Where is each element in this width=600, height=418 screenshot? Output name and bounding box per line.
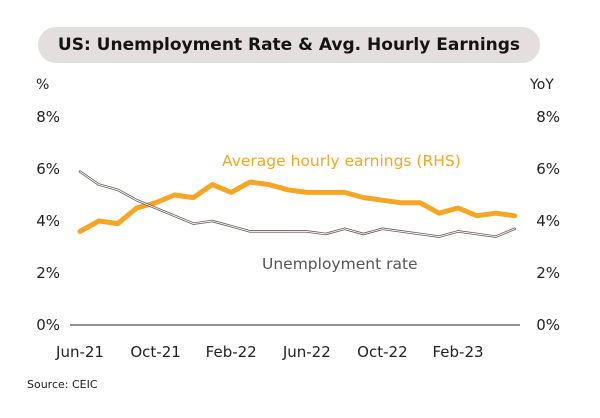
right-axis-ticks: 0% 2% 4% 6% 8%: [536, 108, 560, 334]
x-tick-label: Feb-23: [432, 343, 483, 361]
unemployment-series-highlight: [79, 171, 516, 238]
right-tick-label: 6%: [536, 160, 560, 178]
earnings-series-label: Average hourly earnings (RHS): [222, 152, 461, 170]
earnings-series-line: [77, 179, 518, 234]
right-tick-label: 8%: [536, 108, 560, 126]
left-axis-ticks: 0% 2% 4% 6% 8%: [36, 108, 60, 334]
left-tick-label: 8%: [36, 108, 60, 126]
x-tick-label: Jun-21: [55, 343, 104, 361]
x-tick-label: Oct-22: [357, 343, 407, 361]
source-note: Source: CEIC: [27, 378, 98, 391]
x-tick-label: Jun-22: [282, 343, 331, 361]
unemployment-series-label: Unemployment rate: [262, 255, 418, 273]
left-axis-unit: %: [36, 77, 49, 93]
left-tick-label: 2%: [36, 264, 60, 282]
x-tick-label: Oct-21: [130, 343, 180, 361]
x-tick-label: Feb-22: [206, 343, 257, 361]
right-tick-label: 2%: [536, 264, 560, 282]
right-tick-label: 0%: [536, 316, 560, 334]
chart-title: US: Unemployment Rate & Avg. Hourly Earn…: [38, 27, 540, 63]
right-axis-unit: YoY: [529, 77, 554, 93]
right-tick-label: 4%: [536, 212, 560, 230]
series-layer: [77, 170, 518, 238]
x-axis-ticks: Jun-21 Oct-21 Feb-22 Jun-22 Oct-22 Feb-23: [55, 343, 484, 361]
left-tick-label: 0%: [36, 316, 60, 334]
left-tick-label: 4%: [36, 212, 60, 230]
left-tick-label: 6%: [36, 160, 60, 178]
